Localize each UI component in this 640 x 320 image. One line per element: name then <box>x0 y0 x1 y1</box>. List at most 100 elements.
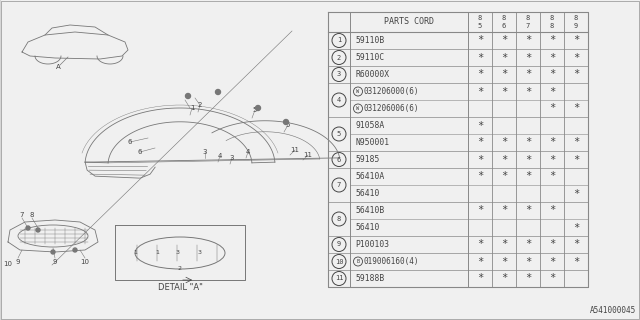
Text: *: * <box>525 86 531 97</box>
Text: *: * <box>549 69 555 79</box>
Text: *: * <box>525 138 531 148</box>
Text: 59110B: 59110B <box>355 36 384 45</box>
Text: *: * <box>573 52 579 62</box>
Text: *: * <box>573 239 579 250</box>
Text: 56410B: 56410B <box>355 206 384 215</box>
Text: 5: 5 <box>478 23 482 29</box>
Text: *: * <box>573 257 579 267</box>
Text: 9: 9 <box>16 259 20 265</box>
Text: 5: 5 <box>286 122 290 128</box>
Text: DETAIL "A": DETAIL "A" <box>157 283 202 292</box>
Text: *: * <box>501 205 507 215</box>
Text: 11: 11 <box>291 147 300 153</box>
Text: 4: 4 <box>246 149 250 155</box>
Circle shape <box>36 228 40 232</box>
Text: *: * <box>477 274 483 284</box>
Text: *: * <box>549 52 555 62</box>
Text: *: * <box>525 172 531 181</box>
Text: *: * <box>477 121 483 131</box>
Text: *: * <box>477 52 483 62</box>
Text: *: * <box>477 172 483 181</box>
Text: 10: 10 <box>81 259 90 265</box>
Circle shape <box>216 90 221 94</box>
Text: *: * <box>549 86 555 97</box>
Text: 59185: 59185 <box>355 155 380 164</box>
Text: 59188B: 59188B <box>355 274 384 283</box>
Text: B: B <box>356 259 360 264</box>
Text: 4: 4 <box>337 97 341 103</box>
Text: 6: 6 <box>502 23 506 29</box>
Text: *: * <box>573 222 579 233</box>
Text: *: * <box>501 172 507 181</box>
Text: *: * <box>549 239 555 250</box>
Text: 9: 9 <box>574 23 578 29</box>
Text: 8: 8 <box>29 212 35 218</box>
Text: 5: 5 <box>337 131 341 137</box>
Text: 56410: 56410 <box>355 223 380 232</box>
Text: *: * <box>477 69 483 79</box>
Text: 6: 6 <box>138 149 142 155</box>
Text: N950001: N950001 <box>355 138 389 147</box>
Text: 3: 3 <box>230 155 234 161</box>
Text: 91058A: 91058A <box>355 121 384 130</box>
Text: 8: 8 <box>550 15 554 21</box>
Text: *: * <box>525 239 531 250</box>
Text: *: * <box>525 257 531 267</box>
Text: *: * <box>573 103 579 114</box>
Text: 8: 8 <box>502 15 506 21</box>
Text: *: * <box>525 52 531 62</box>
Text: 031206006(6): 031206006(6) <box>364 104 419 113</box>
Text: 7: 7 <box>526 23 530 29</box>
Text: *: * <box>573 138 579 148</box>
Text: W: W <box>356 89 360 94</box>
Text: *: * <box>573 188 579 198</box>
Text: *: * <box>525 274 531 284</box>
Circle shape <box>26 226 30 230</box>
Text: *: * <box>525 36 531 45</box>
Text: *: * <box>477 86 483 97</box>
Text: *: * <box>573 69 579 79</box>
Text: 7: 7 <box>20 212 24 218</box>
Text: *: * <box>477 155 483 164</box>
Circle shape <box>51 250 55 254</box>
Text: *: * <box>501 36 507 45</box>
Text: *: * <box>525 69 531 79</box>
Text: 3: 3 <box>337 71 341 77</box>
Text: R60000X: R60000X <box>355 70 389 79</box>
Circle shape <box>255 106 260 110</box>
Text: *: * <box>477 36 483 45</box>
Text: 8: 8 <box>574 15 578 21</box>
Circle shape <box>73 248 77 252</box>
Text: 10: 10 <box>3 261 13 267</box>
Text: 031206000(6): 031206000(6) <box>364 87 419 96</box>
Text: P100103: P100103 <box>355 240 389 249</box>
Text: 9: 9 <box>337 242 341 247</box>
Text: W: W <box>356 106 360 111</box>
Text: *: * <box>549 138 555 148</box>
Text: 1: 1 <box>133 250 137 254</box>
Text: 7: 7 <box>337 182 341 188</box>
Text: *: * <box>549 155 555 164</box>
Text: PARTS CORD: PARTS CORD <box>384 18 434 27</box>
Text: *: * <box>549 205 555 215</box>
Text: 1: 1 <box>189 105 195 111</box>
Text: A541000045: A541000045 <box>589 306 636 315</box>
Text: *: * <box>477 257 483 267</box>
Text: *: * <box>525 205 531 215</box>
Text: *: * <box>501 52 507 62</box>
Text: *: * <box>501 155 507 164</box>
Text: 4: 4 <box>218 153 222 159</box>
Text: *: * <box>525 155 531 164</box>
Text: 2: 2 <box>337 54 341 60</box>
Text: 3: 3 <box>203 149 207 155</box>
Text: *: * <box>501 239 507 250</box>
Circle shape <box>186 93 191 99</box>
Text: *: * <box>477 239 483 250</box>
Text: 1: 1 <box>155 250 159 254</box>
Text: 1: 1 <box>337 37 341 44</box>
Text: 11: 11 <box>303 152 312 158</box>
Text: *: * <box>549 257 555 267</box>
Text: 59110C: 59110C <box>355 53 384 62</box>
Text: 3: 3 <box>198 250 202 254</box>
Text: *: * <box>477 205 483 215</box>
